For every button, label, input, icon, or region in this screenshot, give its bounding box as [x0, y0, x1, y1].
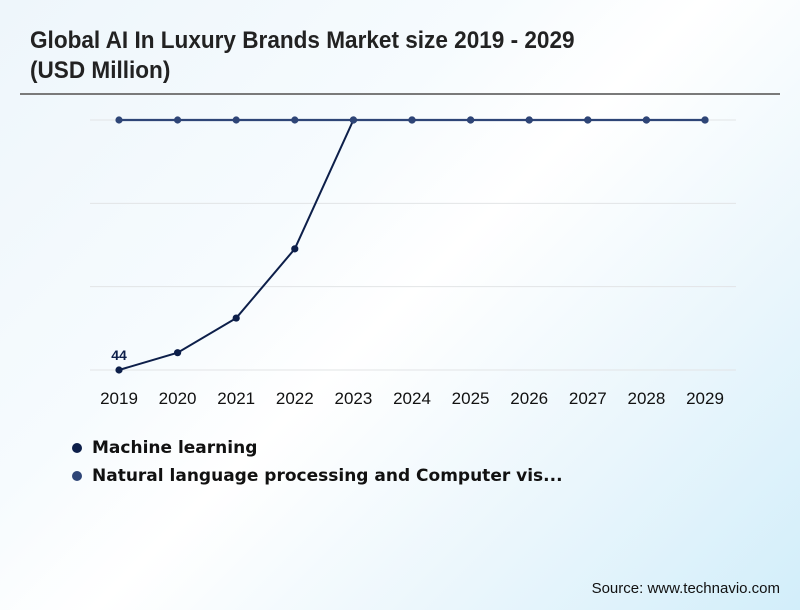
x-tick-label: 2022 — [276, 389, 314, 408]
x-tick-label: 2028 — [627, 389, 665, 408]
title-divider — [20, 93, 780, 95]
x-tick-label: 2024 — [393, 389, 431, 408]
legend-label: Natural language processing and Computer… — [92, 466, 563, 486]
series-line-machine-learning — [118, 119, 705, 371]
x-tick-label: 2026 — [510, 389, 548, 408]
series-points — [115, 116, 709, 374]
data-point — [525, 116, 533, 124]
data-point — [115, 116, 123, 124]
x-tick-label: 2029 — [686, 389, 724, 408]
source-credit: Source: www.technavio.com — [591, 580, 780, 597]
data-point — [349, 116, 357, 124]
data-point — [642, 116, 651, 124]
data-point — [584, 116, 592, 124]
x-tick-label: 2025 — [452, 389, 490, 408]
x-tick-label: 2023 — [334, 389, 372, 408]
legend-label: Machine learning — [92, 438, 258, 458]
data-label: 44 — [111, 347, 127, 363]
data-point — [174, 349, 182, 357]
data-point — [701, 116, 709, 124]
legend-item-nlp-computer-vision[interactable]: Natural language processing and Computer… — [72, 462, 563, 490]
x-tick-label: 2019 — [100, 389, 138, 408]
legend: Machine learning Natural language proces… — [72, 434, 563, 490]
gridlines — [90, 119, 736, 371]
x-tick-label: 2020 — [159, 389, 197, 408]
x-tick-label: 2027 — [569, 389, 607, 408]
data-point — [408, 116, 416, 124]
series-lines — [118, 118, 705, 371]
data-point — [232, 314, 240, 322]
legend-marker-icon — [72, 443, 82, 453]
data-point — [291, 116, 299, 124]
data-point — [291, 245, 299, 253]
data-point — [115, 366, 123, 374]
data-point — [174, 116, 182, 124]
x-tick-label: 2021 — [217, 389, 255, 408]
x-axis-ticks: 2019 2020 2021 2022 2023 2024 2025 2026 2027 2028… — [100, 389, 724, 408]
data-point — [232, 116, 240, 124]
data-labels: 44 — [111, 347, 127, 363]
legend-item-machine-learning[interactable]: Machine learning — [72, 434, 563, 462]
legend-marker-icon — [72, 471, 82, 481]
data-point — [467, 116, 475, 124]
chart-title: Global AI In Luxury Brands Market size 2… — [30, 27, 575, 84]
